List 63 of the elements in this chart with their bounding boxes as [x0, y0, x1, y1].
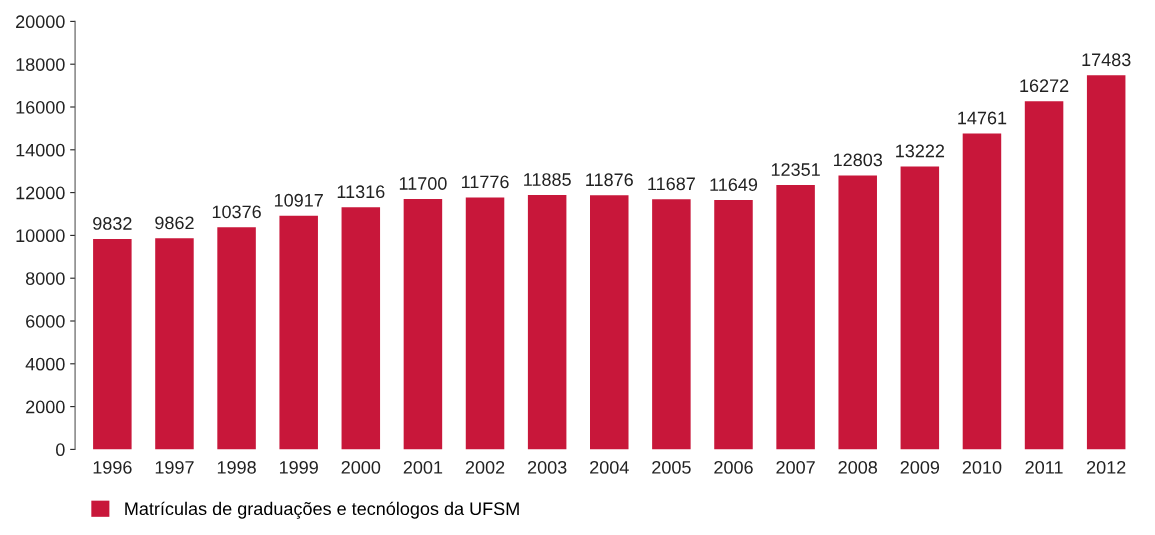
bar — [652, 199, 691, 450]
y-tick-label: 12000 — [16, 186, 65, 200]
x-tick-label: 2002 — [465, 460, 505, 474]
data-label: 13222 — [896, 144, 945, 158]
data-label: 12351 — [771, 163, 820, 176]
y-tick-label: 20000 — [16, 15, 65, 29]
data-label: 11687 — [648, 177, 695, 191]
x-tick-label: 1999 — [279, 460, 318, 474]
bar — [962, 133, 1002, 450]
x-tick-label: 2009 — [900, 460, 940, 474]
data-label: 11700 — [399, 177, 447, 190]
data-label: 12803 — [834, 153, 883, 167]
bar — [900, 166, 940, 450]
y-tick-label: 16000 — [16, 100, 65, 114]
x-tick-label: 2003 — [527, 460, 567, 474]
y-tick-label: 18000 — [16, 58, 65, 71]
x-tick-label: 2012 — [1087, 460, 1126, 474]
x-tick-label: 2000 — [341, 460, 381, 474]
y-tick-label: 10000 — [16, 229, 65, 243]
bar — [403, 199, 443, 450]
bar — [465, 197, 505, 450]
bar — [93, 239, 132, 450]
data-label: 17483 — [1082, 53, 1131, 67]
y-tick-label: 6000 — [26, 314, 65, 328]
data-label: 11649 — [710, 178, 758, 191]
x-tick-label: 1997 — [155, 460, 194, 474]
bar — [776, 185, 815, 450]
x-tick-label: 2006 — [714, 460, 753, 474]
data-label: 11876 — [586, 173, 633, 187]
data-label: 11885 — [524, 173, 571, 186]
y-tick-label: 4000 — [25, 357, 65, 371]
data-label: 14761 — [958, 111, 1007, 125]
data-label: 10376 — [212, 205, 261, 219]
data-label: 16272 — [1020, 79, 1069, 93]
bar — [838, 175, 877, 450]
x-tick-label: 2005 — [652, 460, 691, 474]
x-tick-label: 2008 — [838, 460, 878, 474]
bar — [1086, 75, 1126, 450]
data-label: 9862 — [155, 216, 194, 230]
x-tick-label: 2011 — [1025, 460, 1063, 474]
data-label: 9832 — [93, 217, 132, 230]
bar — [217, 227, 256, 450]
data-label: 11316 — [337, 185, 385, 199]
bar — [279, 215, 318, 450]
x-tick-label: 2010 — [962, 460, 1002, 474]
legend-label: Matrículas de graduações e tecnólogos da UFSM — [125, 501, 519, 519]
bar — [341, 207, 381, 450]
y-tick-label: 8000 — [25, 272, 65, 285]
x-tick-label: 1998 — [217, 460, 256, 474]
data-label: 10917 — [274, 193, 323, 207]
bar — [1024, 101, 1064, 450]
bar — [714, 200, 753, 450]
y-tick-label: 0 — [56, 443, 65, 457]
data-label: 11776 — [461, 175, 509, 189]
x-tick-label: 2004 — [590, 460, 629, 474]
x-tick-label: 1996 — [93, 460, 132, 474]
x-tick-label: 2001 — [403, 460, 443, 474]
y-tick-label: 2000 — [26, 400, 65, 414]
bar — [155, 238, 194, 450]
x-tick-label: 2007 — [776, 460, 815, 474]
bar — [527, 195, 567, 450]
bar — [590, 195, 629, 450]
y-tick-label: 14000 — [16, 143, 65, 157]
